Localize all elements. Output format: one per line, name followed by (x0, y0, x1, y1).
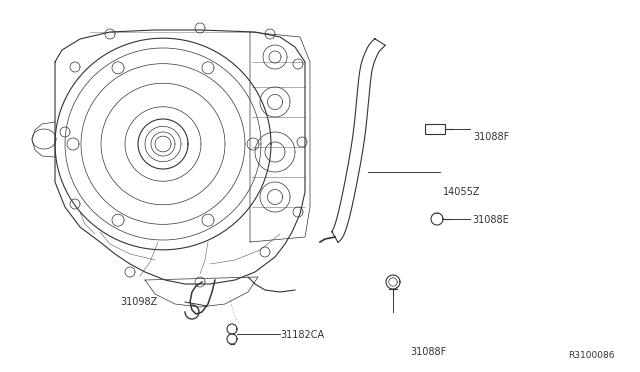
Bar (425, 124, 445, 134)
Text: 14055Z: 14055Z (443, 187, 481, 197)
Text: 31088F: 31088F (410, 347, 446, 357)
Text: 31182CA: 31182CA (280, 330, 324, 340)
Text: 31098Z: 31098Z (120, 297, 157, 307)
Text: 31088F: 31088F (473, 132, 509, 142)
Text: 31088E: 31088E (472, 215, 509, 225)
Text: R3100086: R3100086 (568, 351, 615, 360)
